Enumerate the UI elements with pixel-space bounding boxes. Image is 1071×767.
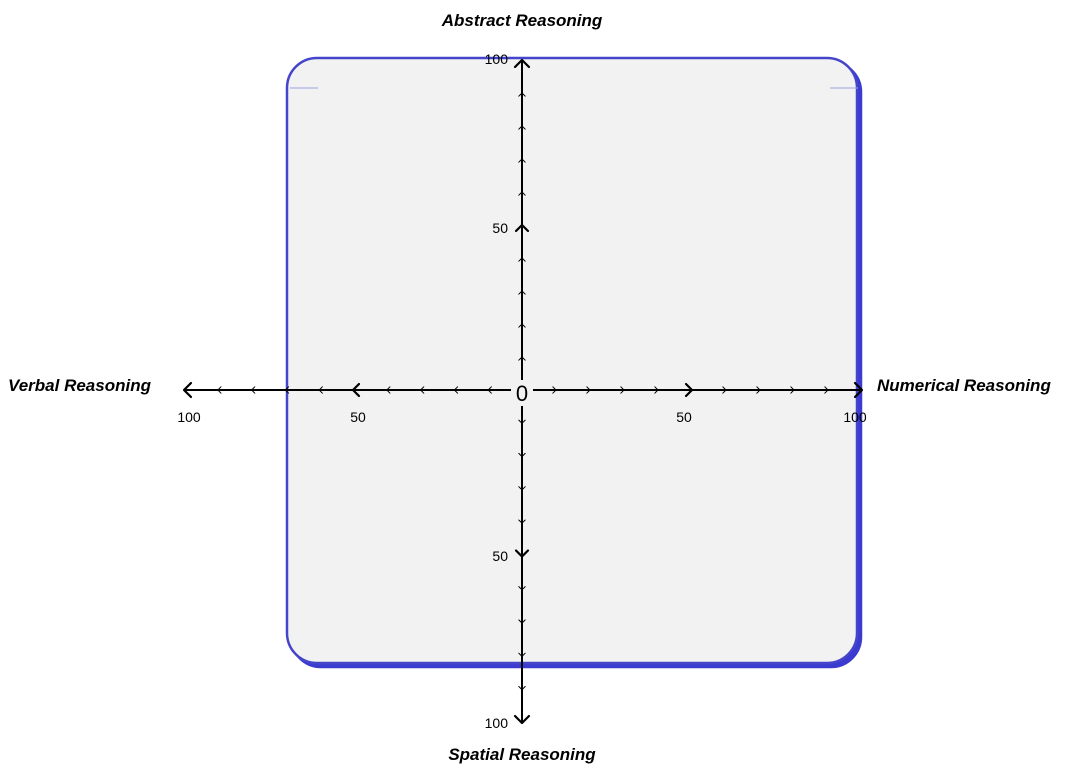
tick-label-left-50: 50 [350,409,366,425]
major-tick-left-50 [351,382,361,398]
minor-tick-top-40 [518,257,526,262]
tick-label-top-50: 50 [492,220,508,236]
minor-tick-top-80 [518,125,526,130]
minor-tick-top-30 [518,290,526,295]
minor-tick-top-70 [518,158,526,163]
minor-tick-bottom-70 [518,619,526,624]
tick-label-top-100: 100 [485,51,509,67]
minor-tick-right-60 [722,386,727,394]
tick-label-right-50: 50 [676,409,692,425]
axis-arrow-top [513,58,531,69]
minor-tick-bottom-80 [518,652,526,657]
minor-tick-bottom-30 [518,486,526,491]
axis-title-bottom: Spatial Reasoning [448,745,596,764]
minor-tick-left-60 [318,386,323,394]
minor-tick-bottom-90 [518,686,526,691]
minor-tick-right-70 [756,386,761,394]
origin-label: 0 [516,381,528,406]
minor-tick-top-10 [518,356,526,361]
tick-label-left-100: 100 [177,409,201,425]
axis-title-right: Numerical Reasoning [877,376,1051,395]
minor-tick-top-90 [518,92,526,97]
minor-tick-left-30 [420,386,425,394]
minor-tick-bottom-40 [518,519,526,524]
axis-arrow-right [853,381,864,399]
axis-arrow-left [182,381,193,399]
minor-tick-left-10 [487,386,492,394]
minor-tick-left-20 [453,386,459,394]
minor-tick-top-20 [518,323,526,328]
minor-tick-bottom-10 [518,419,526,424]
minor-tick-left-80 [251,386,256,394]
tick-label-bottom-100: 100 [485,715,509,731]
major-tick-top-50 [514,223,530,233]
minor-tick-right-20 [586,386,591,394]
axis-title-left: Verbal Reasoning [8,376,152,395]
minor-tick-bottom-20 [518,452,526,458]
tick-label-bottom-50: 50 [492,548,508,564]
origin-label-bg [511,380,533,406]
major-tick-bottom-50 [514,549,530,558]
minor-tick-left-70 [284,386,290,394]
minor-tick-bottom-60 [518,586,526,591]
axis-arrow-bottom [513,714,531,725]
major-tick-right-50 [684,382,694,398]
minor-tick-right-30 [620,386,625,394]
tick-label-right-100: 100 [843,409,867,425]
plot-panel [285,56,859,665]
minor-tick-left-90 [217,386,222,394]
ticks-layer [217,92,829,691]
minor-tick-right-40 [654,386,659,394]
minor-tick-left-40 [386,386,391,394]
axis-title-top: Abstract Reasoning [441,11,603,30]
minor-tick-right-10 [552,386,557,394]
minor-tick-right-90 [824,386,829,394]
minor-tick-top-60 [518,191,526,196]
minor-tick-right-80 [790,386,795,394]
